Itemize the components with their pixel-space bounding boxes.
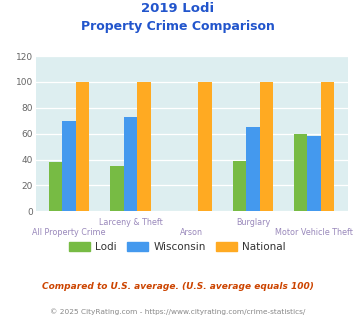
Bar (307, 136, 321, 211)
Bar (110, 166, 124, 211)
Bar (294, 134, 307, 211)
Text: Larceny & Theft: Larceny & Theft (99, 218, 162, 227)
Legend: Lodi, Wisconsin, National: Lodi, Wisconsin, National (65, 238, 290, 256)
Bar (246, 127, 260, 211)
Text: Arson: Arson (180, 228, 203, 237)
Text: Motor Vehicle Theft: Motor Vehicle Theft (275, 228, 353, 237)
Text: Property Crime Comparison: Property Crime Comparison (81, 20, 274, 33)
Bar (62, 121, 76, 211)
Text: © 2025 CityRating.com - https://www.cityrating.com/crime-statistics/: © 2025 CityRating.com - https://www.city… (50, 309, 305, 315)
Text: All Property Crime: All Property Crime (32, 228, 106, 237)
Bar (260, 82, 273, 211)
Bar (321, 82, 334, 211)
Bar (49, 162, 62, 211)
Text: 2019 Lodi: 2019 Lodi (141, 2, 214, 15)
Text: Compared to U.S. average. (U.S. average equals 100): Compared to U.S. average. (U.S. average … (42, 282, 313, 291)
Bar (124, 117, 137, 211)
Bar (137, 82, 151, 211)
Bar (76, 82, 89, 211)
Bar (233, 161, 246, 211)
Bar (198, 82, 212, 211)
Text: Burglary: Burglary (236, 218, 270, 227)
